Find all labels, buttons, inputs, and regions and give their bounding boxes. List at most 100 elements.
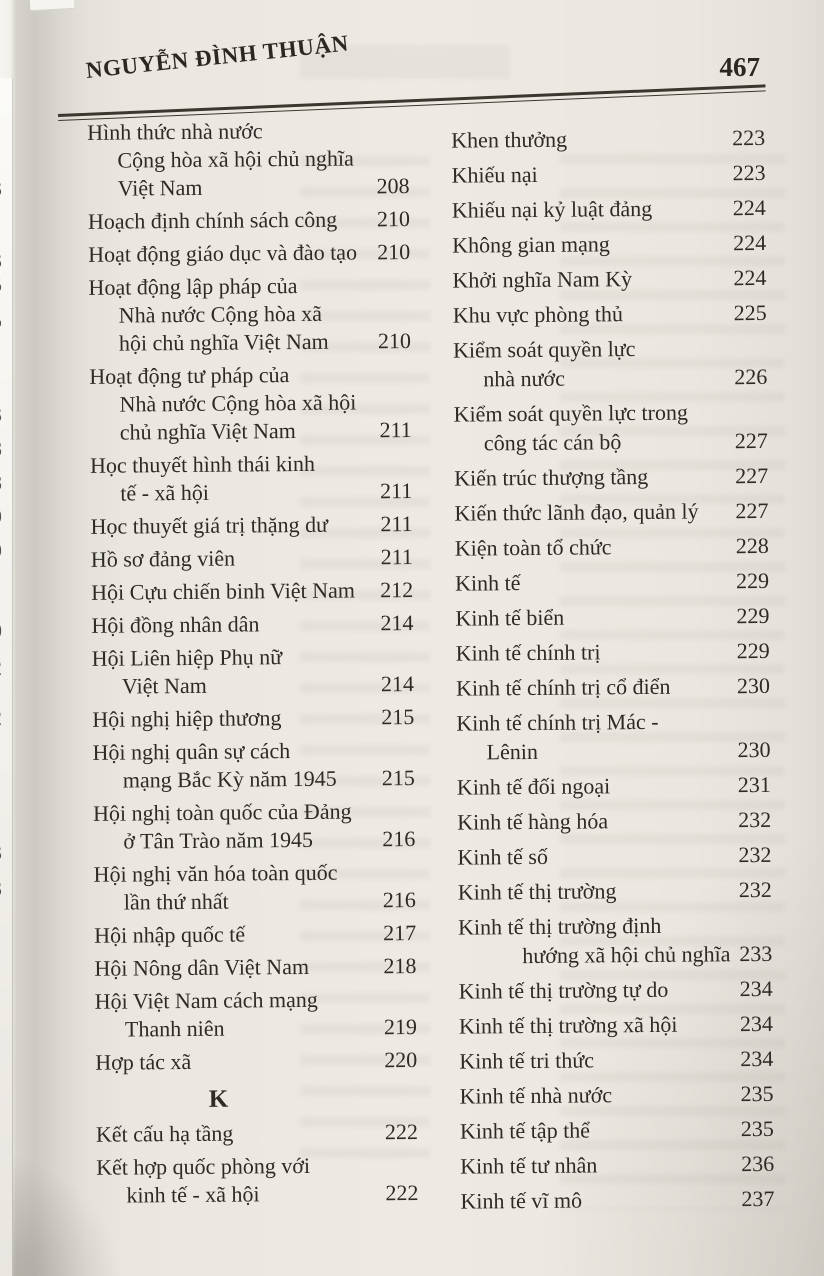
entry-text: Cộng hòa xã hội chủ nghĩa	[117, 145, 354, 173]
entry-line: Hội Nông dân Việt Nam 218	[94, 952, 416, 983]
entry-page-number: 231	[737, 771, 771, 798]
edge-glyph-fragment: 0	[0, 618, 2, 644]
entry-line: Khen thưởng 223	[451, 123, 765, 155]
entry-text: Khu vực phòng thủ	[452, 301, 624, 328]
entry-text: Kiểm soát quyền lực	[452, 336, 636, 363]
entry-line: Hoạt động giáo dục và đào tạo 210	[88, 238, 410, 269]
entry-text: Kinh tế hàng hóa	[457, 808, 609, 835]
entry-line: lần thứ nhất 216	[94, 886, 416, 917]
entry-text: Việt Nam	[117, 174, 203, 201]
entry-page-number: 211	[379, 417, 412, 443]
entry-page-number: 229	[736, 637, 770, 664]
entry-line: nhà nước 226	[453, 362, 767, 394]
entry-line: Hoạt động tư pháp của	[89, 360, 411, 391]
index-entry: Kinh tế tư nhân 236	[460, 1149, 774, 1181]
ink-bleed-through	[560, 130, 785, 1210]
index-entry: Kinh tế hàng hóa 232	[457, 805, 771, 837]
entry-page-number: 234	[739, 1010, 774, 1037]
entry-text: chủ nghĩa Việt Nam	[119, 418, 296, 445]
index-entry: Kinh tế chính trị cổ điển 230	[456, 671, 770, 703]
entry-text: lần thứ nhất	[123, 888, 229, 915]
entry-text: Kinh tế thị trường định	[457, 912, 662, 940]
index-entry: Kinh tế thị trường tự do 234	[459, 974, 773, 1006]
entry-page-number: 225	[733, 299, 767, 326]
index-entry: Kinh tế số 232	[457, 840, 771, 872]
entry-line: Học thuyết hình thái kinh	[90, 449, 412, 480]
entry-page-number: 212	[380, 577, 414, 603]
entry-line: Cộng hòa xã hội chủ nghĩa	[87, 144, 409, 175]
entry-line: hội chủ nghĩa Việt Nam 210	[89, 327, 411, 358]
entry-page-number: 236	[741, 1150, 775, 1177]
entry-line: Lênin 230	[456, 735, 770, 767]
entry-text: Kiến trúc thượng tầng	[454, 463, 649, 491]
index-entry: Khen thưởng 223	[451, 123, 765, 155]
edge-glyph-fragment: 3	[0, 176, 2, 202]
entry-line: Kinh tế tri thức 234	[459, 1044, 773, 1076]
edge-glyph-fragment: 9	[0, 538, 2, 564]
entry-text: Kinh tế chính trị Mác -	[456, 708, 659, 736]
entry-line: Khiếu nại kỷ luật đảng 224	[452, 193, 766, 225]
entry-line: Nhà nước Cộng hòa xã	[89, 299, 411, 330]
entry-page-number: 224	[732, 194, 766, 221]
index-entry: Khiếu nại kỷ luật đảng 224	[452, 193, 766, 225]
entry-line: Hình thức nhà nước	[87, 116, 409, 147]
entry-text: Kinh tế nhà nước	[459, 1082, 613, 1109]
entry-text: Nhà nước Cộng hòa xã hội	[119, 389, 357, 417]
edge-glyph-fragment: 5	[0, 272, 2, 298]
entry-line: Kiện toàn tổ chức 228	[455, 531, 769, 563]
index-entry: Hội đồng nhân dân 214	[91, 609, 413, 640]
entry-text: Kinh tế thị trường tự do	[458, 976, 669, 1004]
entry-text: Kinh tế tập thể	[459, 1117, 591, 1144]
entry-text: Kinh tế	[454, 570, 521, 596]
index-entry: Kinh tế biển 229	[455, 601, 769, 633]
entry-text: công tác cán bộ	[483, 429, 622, 456]
entry-line: Kiến trúc thượng tầng 227	[454, 461, 768, 493]
entry-page-number: 230	[737, 736, 771, 763]
entry-page-number: 214	[380, 610, 414, 636]
entry-page-number: 232	[738, 841, 772, 868]
index-entry: Khiếu nại 223	[451, 158, 765, 190]
entry-text: Hội Việt Nam cách mạng	[94, 986, 318, 1014]
index-entry: Hội Liên hiệp Phụ nữ Việt Nam 214	[92, 642, 414, 701]
entry-line: Kinh tế biển 229	[455, 601, 769, 633]
entry-text: Kinh tế tri thức	[459, 1047, 595, 1074]
entry-page-number: 211	[379, 478, 413, 504]
entry-text: Kết hợp quốc phòng với	[96, 1152, 311, 1180]
index-entry: Hội nghị hiệp thương 215	[92, 703, 414, 734]
entry-text: Hợp tác xã	[95, 1048, 192, 1075]
page-number: 467	[719, 52, 761, 82]
entry-text: Hình thức nhà nước	[87, 118, 263, 145]
entry-text: Không gian mạng	[452, 231, 610, 258]
entry-text: Hội nhập quốc tế	[94, 921, 246, 948]
entry-line: kinh tế - xã hội 222	[96, 1179, 418, 1210]
entry-text: ở Tân Trào năm 1945	[123, 826, 314, 854]
entry-line: Khiếu nại 223	[451, 158, 765, 190]
entry-page-number: 234	[739, 975, 773, 1002]
entry-page-number: 232	[738, 876, 772, 903]
entry-line: Kinh tế tập thể 235	[460, 1114, 774, 1146]
entry-line: Kinh tế đối ngoại 231	[457, 770, 771, 802]
edge-glyph-fragment: 3	[0, 248, 2, 274]
entry-line: Hoạch định chính sách công 210	[88, 205, 410, 236]
index-entry: Hội nhập quốc tế 217	[94, 919, 416, 950]
entry-line: Hội nghị toàn quốc của Đảng	[93, 797, 415, 828]
index-entry: Học thuyết hình thái kinh tế - xã hội 211	[90, 449, 412, 508]
entry-text: Kinh tế đối ngoại	[456, 773, 611, 800]
entry-text: Kiểm soát quyền lực trong	[453, 399, 689, 427]
index-entry: Kiến trúc thượng tầng 227	[454, 461, 768, 493]
index-entry: Kinh tế thị trường xã hội 234	[459, 1009, 773, 1041]
index-entry: Kiểm soát quyền lực trong công tác cán bộ…	[453, 397, 768, 458]
section-letter: K	[208, 1085, 229, 1113]
index-entry: Hội Cựu chiến binh Việt Nam 212	[91, 576, 413, 607]
entry-line: Kinh tế chính trị Mác -	[456, 706, 770, 738]
index-entry: Khởi nghĩa Nam Kỳ 224	[452, 263, 766, 295]
entry-line: Hội Cựu chiến binh Việt Nam 212	[91, 576, 413, 607]
index-entry: Hội nghị toàn quốc của Đảng ở Tân Trào nă…	[93, 797, 415, 856]
entry-line: Việt Nam 214	[92, 670, 414, 701]
entry-text: Hội nghị hiệp thương	[92, 705, 282, 732]
entry-line: Kinh tế thị trường 232	[458, 875, 772, 907]
entry-text: Hoạt động tư pháp của	[89, 362, 290, 389]
edge-glyph-fragment: 3	[0, 402, 2, 428]
entry-text: Kinh tế vĩ mô	[460, 1187, 583, 1214]
entry-text: Kinh tế chính trị	[455, 639, 601, 666]
